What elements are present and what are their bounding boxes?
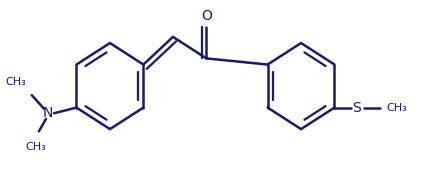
Text: CH₃: CH₃ <box>25 142 46 152</box>
Text: N: N <box>43 106 53 120</box>
Text: O: O <box>201 9 212 23</box>
Text: CH₃: CH₃ <box>386 103 407 113</box>
Text: CH₃: CH₃ <box>5 77 26 87</box>
Text: S: S <box>352 101 361 115</box>
